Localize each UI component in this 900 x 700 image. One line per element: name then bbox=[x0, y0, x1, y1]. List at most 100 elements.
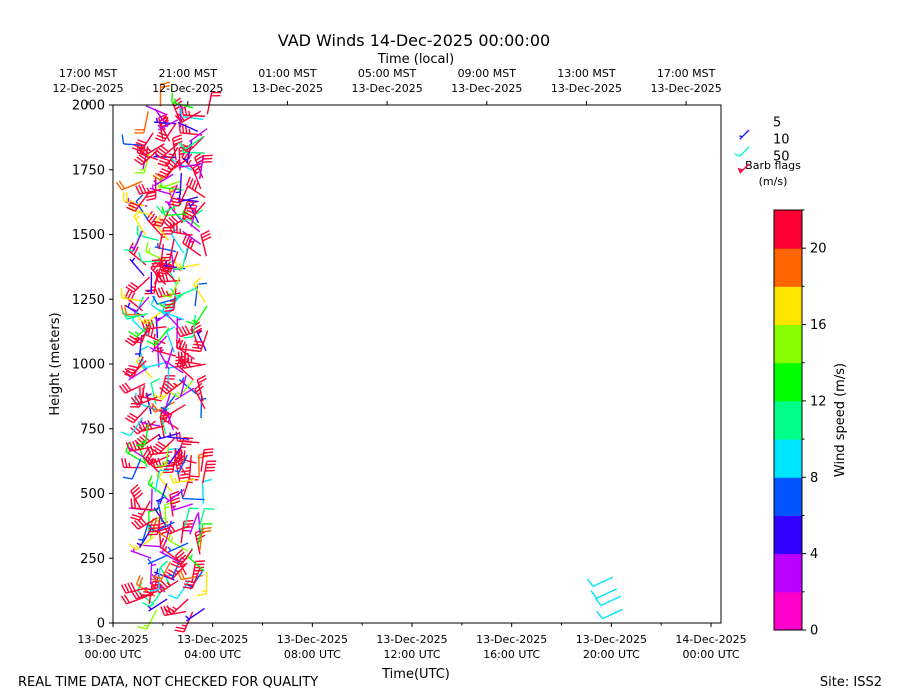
barb-half-tick bbox=[176, 391, 182, 396]
barb-shaft bbox=[170, 233, 185, 254]
barb-tick bbox=[188, 206, 198, 213]
barb-tick bbox=[124, 583, 130, 593]
barb-half-tick bbox=[169, 432, 172, 438]
barb-tick bbox=[169, 490, 180, 496]
barb-tick bbox=[130, 516, 140, 521]
wind-barb bbox=[185, 607, 205, 622]
wind-barb bbox=[197, 571, 208, 597]
top-axis-label: Time (local) bbox=[377, 52, 454, 67]
barb-half-tick bbox=[187, 584, 193, 588]
barb-tick bbox=[122, 476, 133, 480]
barb-tick bbox=[165, 218, 174, 227]
barb-tick bbox=[146, 455, 153, 464]
barb-tick bbox=[159, 309, 169, 314]
barb-shaft bbox=[144, 326, 167, 330]
barb-half-tick bbox=[171, 505, 176, 510]
wind-barb bbox=[180, 105, 206, 117]
barb-tick bbox=[203, 154, 213, 157]
barb-tick bbox=[179, 339, 182, 350]
barb-tick bbox=[172, 560, 182, 566]
barb-half-tick bbox=[168, 574, 174, 577]
barb-tick bbox=[150, 447, 160, 455]
barb-tick bbox=[146, 197, 156, 202]
barb-tick bbox=[118, 385, 126, 394]
wind-barb bbox=[200, 448, 214, 472]
barb-tick bbox=[152, 174, 162, 182]
barb-shaft bbox=[137, 234, 159, 242]
wind-barb bbox=[124, 406, 149, 424]
barb-shaft bbox=[130, 550, 152, 559]
barb-tick bbox=[138, 576, 144, 587]
barb-tick bbox=[175, 355, 186, 359]
barb-tick bbox=[183, 519, 194, 523]
barb-tick bbox=[124, 373, 134, 378]
barb-tick bbox=[159, 170, 169, 176]
wind-barb bbox=[130, 385, 146, 408]
barb-tick bbox=[135, 444, 146, 447]
colorbar-tick-label: 12 bbox=[810, 394, 827, 409]
wind-barb bbox=[148, 401, 176, 413]
barb-tick bbox=[164, 383, 173, 391]
y-axis: 0 250 500 750 1000 1250 1500 1750 2000 bbox=[72, 99, 113, 632]
barb-shaft bbox=[191, 561, 197, 584]
barb-tick bbox=[146, 194, 156, 198]
barb-shaft bbox=[178, 360, 201, 366]
wind-barb bbox=[596, 608, 623, 620]
barb-tick bbox=[161, 385, 170, 393]
wind-barb bbox=[172, 247, 188, 270]
barb-shaft bbox=[168, 525, 190, 535]
wind-barb bbox=[136, 225, 159, 242]
barb-tick bbox=[161, 206, 166, 216]
colorbar: 0 4 8 12 16 20 bbox=[773, 209, 827, 639]
barb-half-tick bbox=[151, 457, 156, 463]
barb-shaft bbox=[145, 143, 165, 156]
barb-tick bbox=[120, 288, 123, 299]
barb-tick bbox=[168, 594, 178, 600]
barb-shaft bbox=[592, 576, 614, 588]
y-tick-label: 750 bbox=[80, 422, 105, 437]
barb-shaft bbox=[157, 119, 179, 131]
barb-tick bbox=[157, 441, 167, 448]
barb-tick bbox=[175, 358, 185, 362]
barb-tick bbox=[130, 582, 136, 592]
wind-barb bbox=[169, 222, 193, 236]
barb-tick bbox=[150, 318, 155, 329]
y-tick-label: 1750 bbox=[72, 163, 105, 178]
barb-half-tick bbox=[167, 264, 173, 267]
barb-shaft bbox=[169, 494, 174, 517]
barb-tick bbox=[156, 134, 166, 140]
barb-tick bbox=[125, 442, 131, 452]
barb-shaft bbox=[166, 146, 179, 167]
barb-tick bbox=[133, 144, 144, 150]
barb-tick bbox=[193, 277, 201, 285]
barb-shaft bbox=[178, 163, 201, 168]
wind-barb bbox=[187, 570, 204, 590]
barb-tick bbox=[164, 162, 173, 171]
barb-shaft bbox=[172, 138, 177, 161]
barb-shaft bbox=[187, 135, 205, 153]
barb-half-tick bbox=[156, 568, 159, 574]
barb-tick bbox=[158, 115, 168, 123]
barb-shaft bbox=[149, 187, 172, 195]
barb-half-tick bbox=[132, 308, 137, 312]
barb-tick bbox=[147, 475, 153, 485]
barb-tick bbox=[143, 456, 151, 466]
barb-shaft bbox=[158, 227, 165, 250]
barb-tick bbox=[166, 605, 175, 613]
barb-shaft bbox=[133, 276, 151, 293]
barb-shaft bbox=[154, 327, 170, 346]
barb-shaft bbox=[187, 555, 205, 572]
barb-tick bbox=[167, 413, 173, 423]
wind-barb bbox=[133, 149, 159, 166]
x-tick-time: 16:00 UTC bbox=[483, 648, 540, 661]
barb-tick bbox=[178, 327, 185, 337]
barb-tick bbox=[132, 340, 142, 344]
barb-half-tick bbox=[143, 318, 149, 323]
barb-tick bbox=[115, 181, 123, 191]
barb-half-tick bbox=[165, 290, 170, 296]
barb-tick bbox=[151, 259, 162, 262]
barb-tick bbox=[159, 408, 168, 417]
wind-barb bbox=[166, 326, 176, 353]
x-tick-date: 13-Dec-2025 bbox=[376, 633, 447, 646]
barb-tick bbox=[176, 214, 185, 223]
